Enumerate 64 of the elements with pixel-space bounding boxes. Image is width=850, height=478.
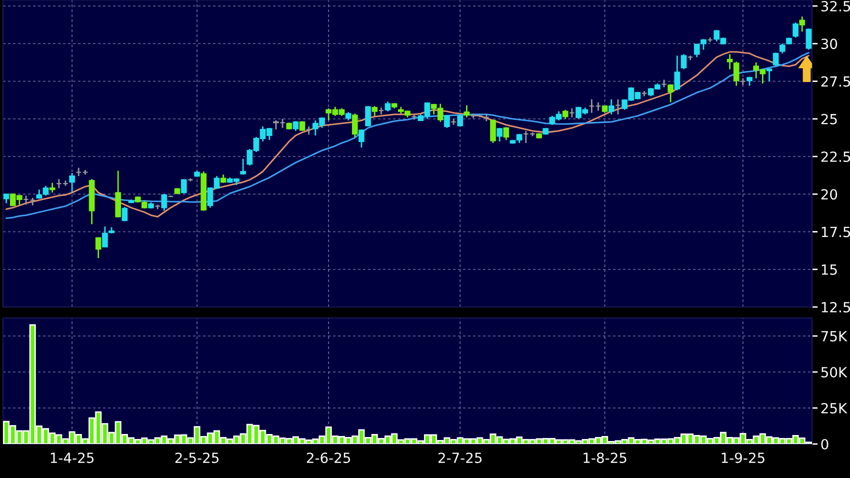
- candlestick: [76, 167, 82, 177]
- y-tick-label: 12.5: [822, 302, 850, 312]
- candlestick: [292, 120, 299, 132]
- x-tick-label: 2-6-25: [306, 452, 350, 464]
- candlestick: [562, 109, 568, 120]
- candlestick: [595, 102, 602, 112]
- candlestick: [378, 106, 384, 116]
- y-tick-label: 27.5: [821, 76, 850, 87]
- candlestick: [746, 76, 752, 86]
- candlestick: [680, 53, 687, 70]
- y-tick-label: 17.5: [822, 226, 850, 238]
- candlestick: [352, 112, 358, 138]
- x-tick-label: 2-5-25: [175, 452, 218, 464]
- candlestick: [490, 118, 496, 144]
- candlestick: [180, 178, 187, 194]
- candlestick: [3, 193, 10, 204]
- candlestick: [779, 42, 786, 54]
- y-tick-label: 25: [821, 114, 837, 124]
- candlestick: [588, 98, 595, 114]
- candlestick: [608, 98, 614, 116]
- candlestick: [95, 237, 102, 259]
- candlestick: [384, 100, 391, 112]
- candlestick: [733, 61, 740, 86]
- candlestick: [372, 105, 378, 117]
- candlestick: [365, 105, 371, 128]
- x-tick-label: 1-9-25: [722, 452, 764, 464]
- y-tick-label: 25K: [821, 402, 848, 414]
- x-tick-label: 1-8-25: [584, 452, 626, 464]
- y-tick-label: 22.5: [821, 151, 850, 162]
- candlestick: [569, 108, 575, 118]
- candlestick: [496, 127, 503, 142]
- candlestick: [792, 22, 798, 38]
- candlestick: [700, 38, 706, 50]
- candlestick: [240, 158, 246, 176]
- y-tick-label: 50K: [821, 366, 848, 378]
- candlestick: [444, 114, 450, 129]
- candlestick: [464, 104, 470, 118]
- candlestick: [668, 84, 674, 104]
- candlestick: [306, 126, 312, 136]
- candlestick: [49, 182, 56, 194]
- candlestick: [503, 126, 510, 141]
- candlestick: [772, 52, 779, 67]
- candlestick: [799, 16, 806, 32]
- x-tick-label: 2-7-25: [438, 452, 482, 464]
- x-tick-label: 1-4-25: [50, 452, 94, 464]
- y-tick-label: 0: [821, 438, 828, 450]
- candlestick: [806, 28, 812, 50]
- y-tick-label: 30: [821, 38, 838, 50]
- candlestick: [69, 172, 75, 194]
- candlestick: [694, 42, 700, 58]
- candlestick: [299, 120, 306, 132]
- y-tick-label: 20: [821, 189, 838, 200]
- candlestick: [122, 206, 128, 222]
- candlestick: [726, 53, 733, 70]
- y-tick-label: 32.5: [821, 0, 850, 12]
- candlestick: [766, 68, 772, 82]
- candlestick: [457, 114, 464, 128]
- y-tick-label: 75K: [821, 331, 848, 342]
- candlestick: [615, 98, 621, 116]
- y-tick-label: 15: [822, 264, 837, 275]
- candlestick: [161, 193, 168, 212]
- candlestick: [358, 128, 364, 148]
- candlestick: [674, 54, 680, 91]
- candlestick: [42, 185, 49, 196]
